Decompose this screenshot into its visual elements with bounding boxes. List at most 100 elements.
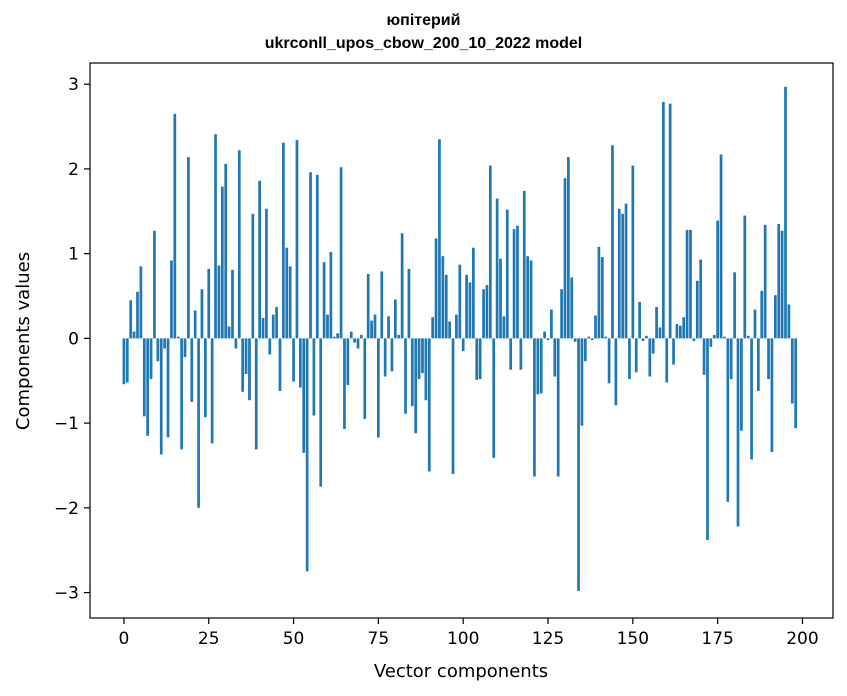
bar (224, 163, 228, 339)
bar (675, 323, 679, 339)
bar (268, 338, 272, 355)
y-axis-label: Components values (13, 252, 34, 430)
bar (567, 157, 570, 339)
bar (302, 338, 306, 453)
bar (641, 338, 645, 341)
bar (417, 338, 421, 380)
y-tick-label: 1 (68, 245, 79, 265)
bar (356, 338, 360, 349)
bar (478, 338, 482, 380)
bar (712, 334, 716, 339)
bar (353, 338, 356, 343)
bar (190, 338, 194, 402)
bar (424, 338, 428, 401)
bar (495, 198, 499, 339)
bar (349, 331, 353, 339)
bar (227, 326, 231, 339)
bar (556, 338, 560, 477)
bar (611, 145, 614, 339)
bar (539, 338, 543, 394)
bar (563, 178, 567, 339)
bar (658, 327, 662, 339)
x-tick-label: 200 (786, 629, 818, 649)
bar (763, 224, 767, 339)
bar (706, 338, 709, 541)
bar (237, 150, 241, 339)
bar (261, 318, 265, 339)
bar (465, 274, 468, 339)
bar (197, 338, 200, 508)
bar (485, 285, 489, 339)
y-tick-label: 0 (68, 329, 79, 349)
bar (546, 338, 550, 341)
bar (760, 290, 764, 339)
bar (322, 262, 326, 339)
bar (373, 314, 377, 339)
bar (427, 338, 431, 472)
bar (655, 307, 658, 339)
bar (573, 338, 577, 342)
bar (390, 338, 394, 372)
bar (648, 338, 652, 377)
bar (570, 277, 574, 339)
bar (780, 230, 784, 339)
x-tick-label: 50 (283, 629, 305, 649)
y-tick-label: −3 (54, 584, 79, 604)
bar (380, 271, 384, 339)
bar (217, 265, 221, 339)
bar (176, 336, 180, 339)
bar (254, 338, 258, 450)
bar (550, 309, 553, 339)
bar (651, 338, 655, 354)
bar (129, 300, 133, 339)
bar (529, 260, 533, 339)
x-tick-label: 150 (617, 629, 649, 649)
bar (614, 338, 618, 406)
x-tick-label: 125 (532, 629, 564, 649)
bar (516, 225, 519, 339)
bar (702, 338, 706, 375)
bar (472, 247, 475, 339)
bar (438, 139, 441, 339)
bar (784, 86, 787, 339)
bar (434, 238, 438, 339)
bar (597, 246, 601, 339)
bar (170, 260, 173, 339)
bar (200, 289, 204, 339)
bar (631, 165, 635, 339)
bar (475, 338, 479, 380)
bar (421, 338, 424, 374)
bar (587, 336, 591, 339)
bar (733, 272, 736, 339)
bar (699, 259, 703, 339)
bar (407, 268, 411, 339)
bar (729, 338, 733, 380)
bar (448, 321, 451, 339)
y-tick-label: −2 (54, 499, 79, 519)
bar (743, 215, 747, 339)
bar (509, 338, 513, 370)
bar (736, 338, 740, 527)
bar (455, 314, 458, 339)
x-axis-ticks: 0 25 50 75 100 125 150 175 200 (119, 618, 819, 649)
y-axis-ticks: −3 −2 −1 0 1 2 3 (54, 75, 90, 604)
bar (393, 299, 397, 339)
bar (305, 338, 309, 572)
bar (309, 172, 312, 339)
bar (329, 251, 333, 339)
bar (295, 140, 299, 339)
bar (414, 338, 418, 434)
bar (285, 247, 289, 339)
x-tick-label: 75 (368, 629, 390, 649)
bar (142, 338, 146, 417)
bar (146, 338, 150, 436)
bar (271, 314, 275, 339)
bar (410, 338, 414, 407)
bar (624, 203, 628, 339)
bar (668, 103, 672, 339)
bar (360, 334, 363, 339)
bar (366, 273, 370, 339)
bar (577, 338, 580, 591)
bar (248, 338, 251, 401)
